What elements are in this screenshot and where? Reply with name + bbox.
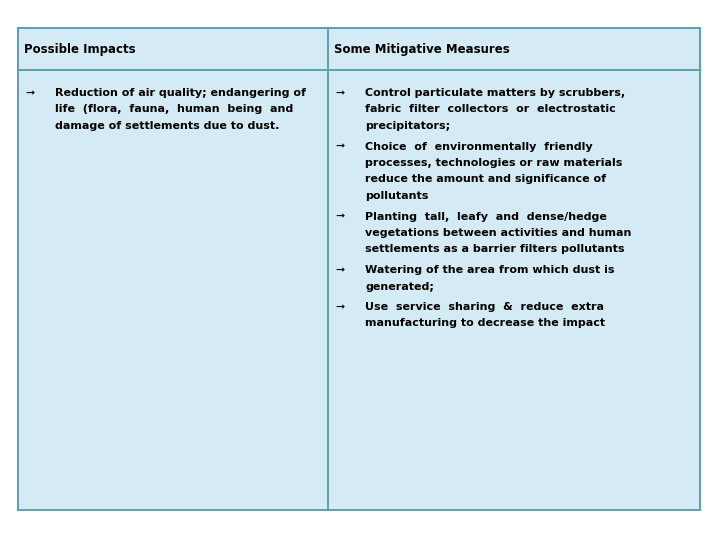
Text: ➞: ➞ bbox=[335, 302, 344, 312]
Text: vegetations between activities and human: vegetations between activities and human bbox=[365, 228, 631, 238]
Text: damage of settlements due to dust.: damage of settlements due to dust. bbox=[55, 121, 279, 131]
Bar bbox=[18, 28, 700, 510]
Text: ➞: ➞ bbox=[335, 265, 344, 275]
Text: fabric  filter  collectors  or  electrostatic: fabric filter collectors or electrostati… bbox=[365, 105, 616, 114]
Text: Planting  tall,  leafy  and  dense/hedge: Planting tall, leafy and dense/hedge bbox=[365, 212, 607, 221]
Text: settlements as a barrier filters pollutants: settlements as a barrier filters polluta… bbox=[365, 245, 624, 254]
Text: precipitators;: precipitators; bbox=[365, 121, 450, 131]
Text: ➞: ➞ bbox=[335, 212, 344, 221]
Text: manufacturing to decrease the impact: manufacturing to decrease the impact bbox=[365, 319, 605, 328]
Text: Control particulate matters by scrubbers,: Control particulate matters by scrubbers… bbox=[365, 88, 625, 98]
Text: Some Mitigative Measures: Some Mitigative Measures bbox=[334, 43, 510, 56]
Text: ➞: ➞ bbox=[335, 88, 344, 98]
Text: life  (flora,  fauna,  human  being  and: life (flora, fauna, human being and bbox=[55, 105, 293, 114]
Text: reduce the amount and significance of: reduce the amount and significance of bbox=[365, 174, 606, 185]
Text: pollutants: pollutants bbox=[365, 191, 428, 201]
Text: Use  service  sharing  &  reduce  extra: Use service sharing & reduce extra bbox=[365, 302, 604, 312]
Text: Watering of the area from which dust is: Watering of the area from which dust is bbox=[365, 265, 614, 275]
Text: processes, technologies or raw materials: processes, technologies or raw materials bbox=[365, 158, 622, 168]
Text: Reduction of air quality; endangering of: Reduction of air quality; endangering of bbox=[55, 88, 306, 98]
Text: ➞: ➞ bbox=[25, 88, 35, 98]
Text: generated;: generated; bbox=[365, 281, 434, 292]
Text: ➞: ➞ bbox=[335, 141, 344, 152]
Text: Possible Impacts: Possible Impacts bbox=[24, 43, 135, 56]
Text: Choice  of  environmentally  friendly: Choice of environmentally friendly bbox=[365, 141, 593, 152]
